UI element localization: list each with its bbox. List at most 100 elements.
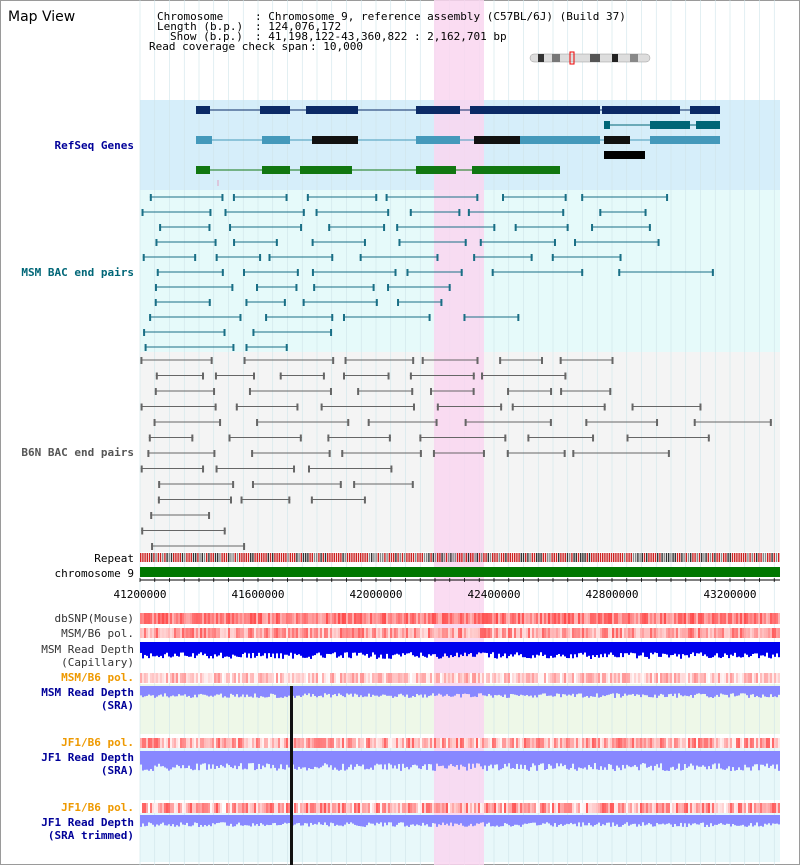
jf1-trimmed-depth — [322, 815, 324, 825]
jf1-trimmed-depth — [718, 815, 720, 824]
msm-bac-pair — [657, 239, 660, 246]
highlight-region — [434, 0, 484, 865]
jf1-pol-heat — [422, 738, 424, 748]
jf1-pol-heat — [580, 738, 582, 748]
msm-pol-heat — [422, 628, 424, 638]
repeat-mark — [188, 553, 190, 562]
dbsnp-heat — [406, 613, 408, 624]
msm-sra-depth — [542, 686, 544, 694]
repeat-mark — [258, 553, 261, 562]
track-label-msm-bac[interactable]: MSM BAC end pairs — [21, 266, 134, 279]
msm-capillary-depth — [588, 642, 590, 656]
dbsnp-heat — [296, 613, 298, 624]
msm-pol-heat — [712, 628, 714, 638]
jf1-pol2-heat — [642, 803, 644, 813]
msm-pol-heat — [748, 628, 750, 638]
msm-pol-heat — [656, 628, 658, 638]
jf1-trimmed-depth — [154, 815, 156, 827]
dbsnp-heat — [222, 613, 224, 624]
show-value: : 41,198,122-43,360,822 : 2,162,701 bp — [255, 30, 507, 43]
msm-sra-depth — [188, 686, 190, 696]
repeat-mark — [366, 553, 368, 562]
msm-pol2-heat — [608, 673, 610, 683]
jf1-pol-heat — [710, 738, 712, 748]
gene-exon — [196, 166, 210, 174]
track-label-refseq-genes[interactable]: RefSeq Genes — [54, 139, 134, 152]
jf1-sra-depth — [642, 751, 644, 764]
dbsnp-heat — [638, 613, 640, 624]
jf1-trimmed-depth — [682, 815, 684, 827]
jf1-trimmed-depth — [354, 815, 356, 825]
jf1-pol-heat — [454, 738, 456, 748]
jf1-pol-heat — [540, 738, 542, 748]
msm-capillary-depth — [260, 642, 262, 657]
jf1-pol2-heat — [380, 803, 382, 813]
dbsnp-heat — [672, 613, 674, 624]
dbsnp-heat — [678, 613, 680, 624]
dbsnp-heat — [254, 613, 256, 624]
msm-capillary-depth — [760, 642, 762, 656]
b6n-bac-pair — [157, 496, 160, 504]
msm-pol2-heat — [348, 673, 350, 683]
repeat-mark — [443, 553, 445, 562]
dbsnp-heat — [746, 613, 748, 624]
jf1-pol2-heat — [650, 803, 652, 813]
msm-capillary-depth — [586, 642, 588, 657]
jf1-trimmed-depth — [406, 815, 408, 826]
b6n-bac-pair — [559, 357, 562, 364]
msm-capillary-depth — [302, 642, 304, 658]
jf1-pol-heat — [510, 738, 512, 748]
dbsnp-heat — [528, 613, 530, 624]
msm-bac-pair — [619, 254, 622, 261]
msm-pol2-heat — [190, 673, 192, 683]
jf1-pol-heat — [576, 738, 578, 748]
msm-bac-pair — [229, 224, 232, 231]
msm-capillary-depth — [674, 642, 676, 654]
repeat-mark — [267, 553, 269, 562]
jf1-sra-depth — [562, 751, 564, 767]
msm-sra-depth — [462, 686, 464, 694]
dbsnp-heat — [288, 613, 290, 624]
repeat-mark — [401, 553, 404, 562]
jf1-sra-depth — [572, 751, 574, 764]
msm-pol2-heat — [752, 673, 754, 683]
dbsnp-heat — [162, 613, 164, 624]
msm-capillary-depth — [580, 642, 582, 653]
msm-pol-heat — [342, 628, 344, 638]
repeat-mark — [223, 553, 225, 562]
msm-capillary-depth — [662, 642, 664, 654]
msm-pol-heat — [546, 628, 548, 638]
msm-sra-depth — [740, 686, 742, 694]
track-label-b6n-bac[interactable]: B6N BAC end pairs — [21, 446, 134, 459]
msm-sra-depth — [768, 686, 770, 698]
jf1-pol2-heat — [562, 803, 564, 813]
repeat-mark — [470, 553, 472, 562]
jf1-trimmed-depth — [684, 815, 686, 824]
jf1-pol2-heat — [604, 803, 606, 813]
msm-pol-heat — [474, 628, 476, 638]
jf1-pol2-heat — [706, 803, 708, 813]
msm-pol-heat — [260, 628, 262, 638]
jf1-pol2-heat — [566, 803, 568, 813]
msm-pol-heat — [326, 628, 328, 638]
jf1-trimmed-depth — [728, 815, 730, 824]
msm-capillary-depth — [338, 642, 340, 657]
dbsnp-heat — [742, 613, 744, 624]
msm-capillary-depth — [156, 642, 158, 656]
dbsnp-heat — [436, 613, 438, 624]
jf1-trimmed-depth — [224, 815, 226, 823]
jf1-trimmed-depth — [254, 815, 256, 826]
repeat-mark — [720, 553, 723, 562]
jf1-trimmed-depth — [188, 815, 190, 827]
jf1-trimmed-depth — [464, 815, 466, 827]
jf1-pol-heat — [724, 738, 726, 748]
jf1-pol-heat — [172, 738, 174, 748]
jf1-trimmed-depth — [242, 815, 244, 826]
repeat-mark — [173, 553, 175, 562]
dbsnp-heat — [574, 613, 576, 624]
position-marker-line — [290, 686, 293, 865]
msm-pol2-heat — [516, 673, 518, 683]
repeat-mark — [265, 553, 267, 562]
jf1-sra-depth — [580, 751, 582, 769]
